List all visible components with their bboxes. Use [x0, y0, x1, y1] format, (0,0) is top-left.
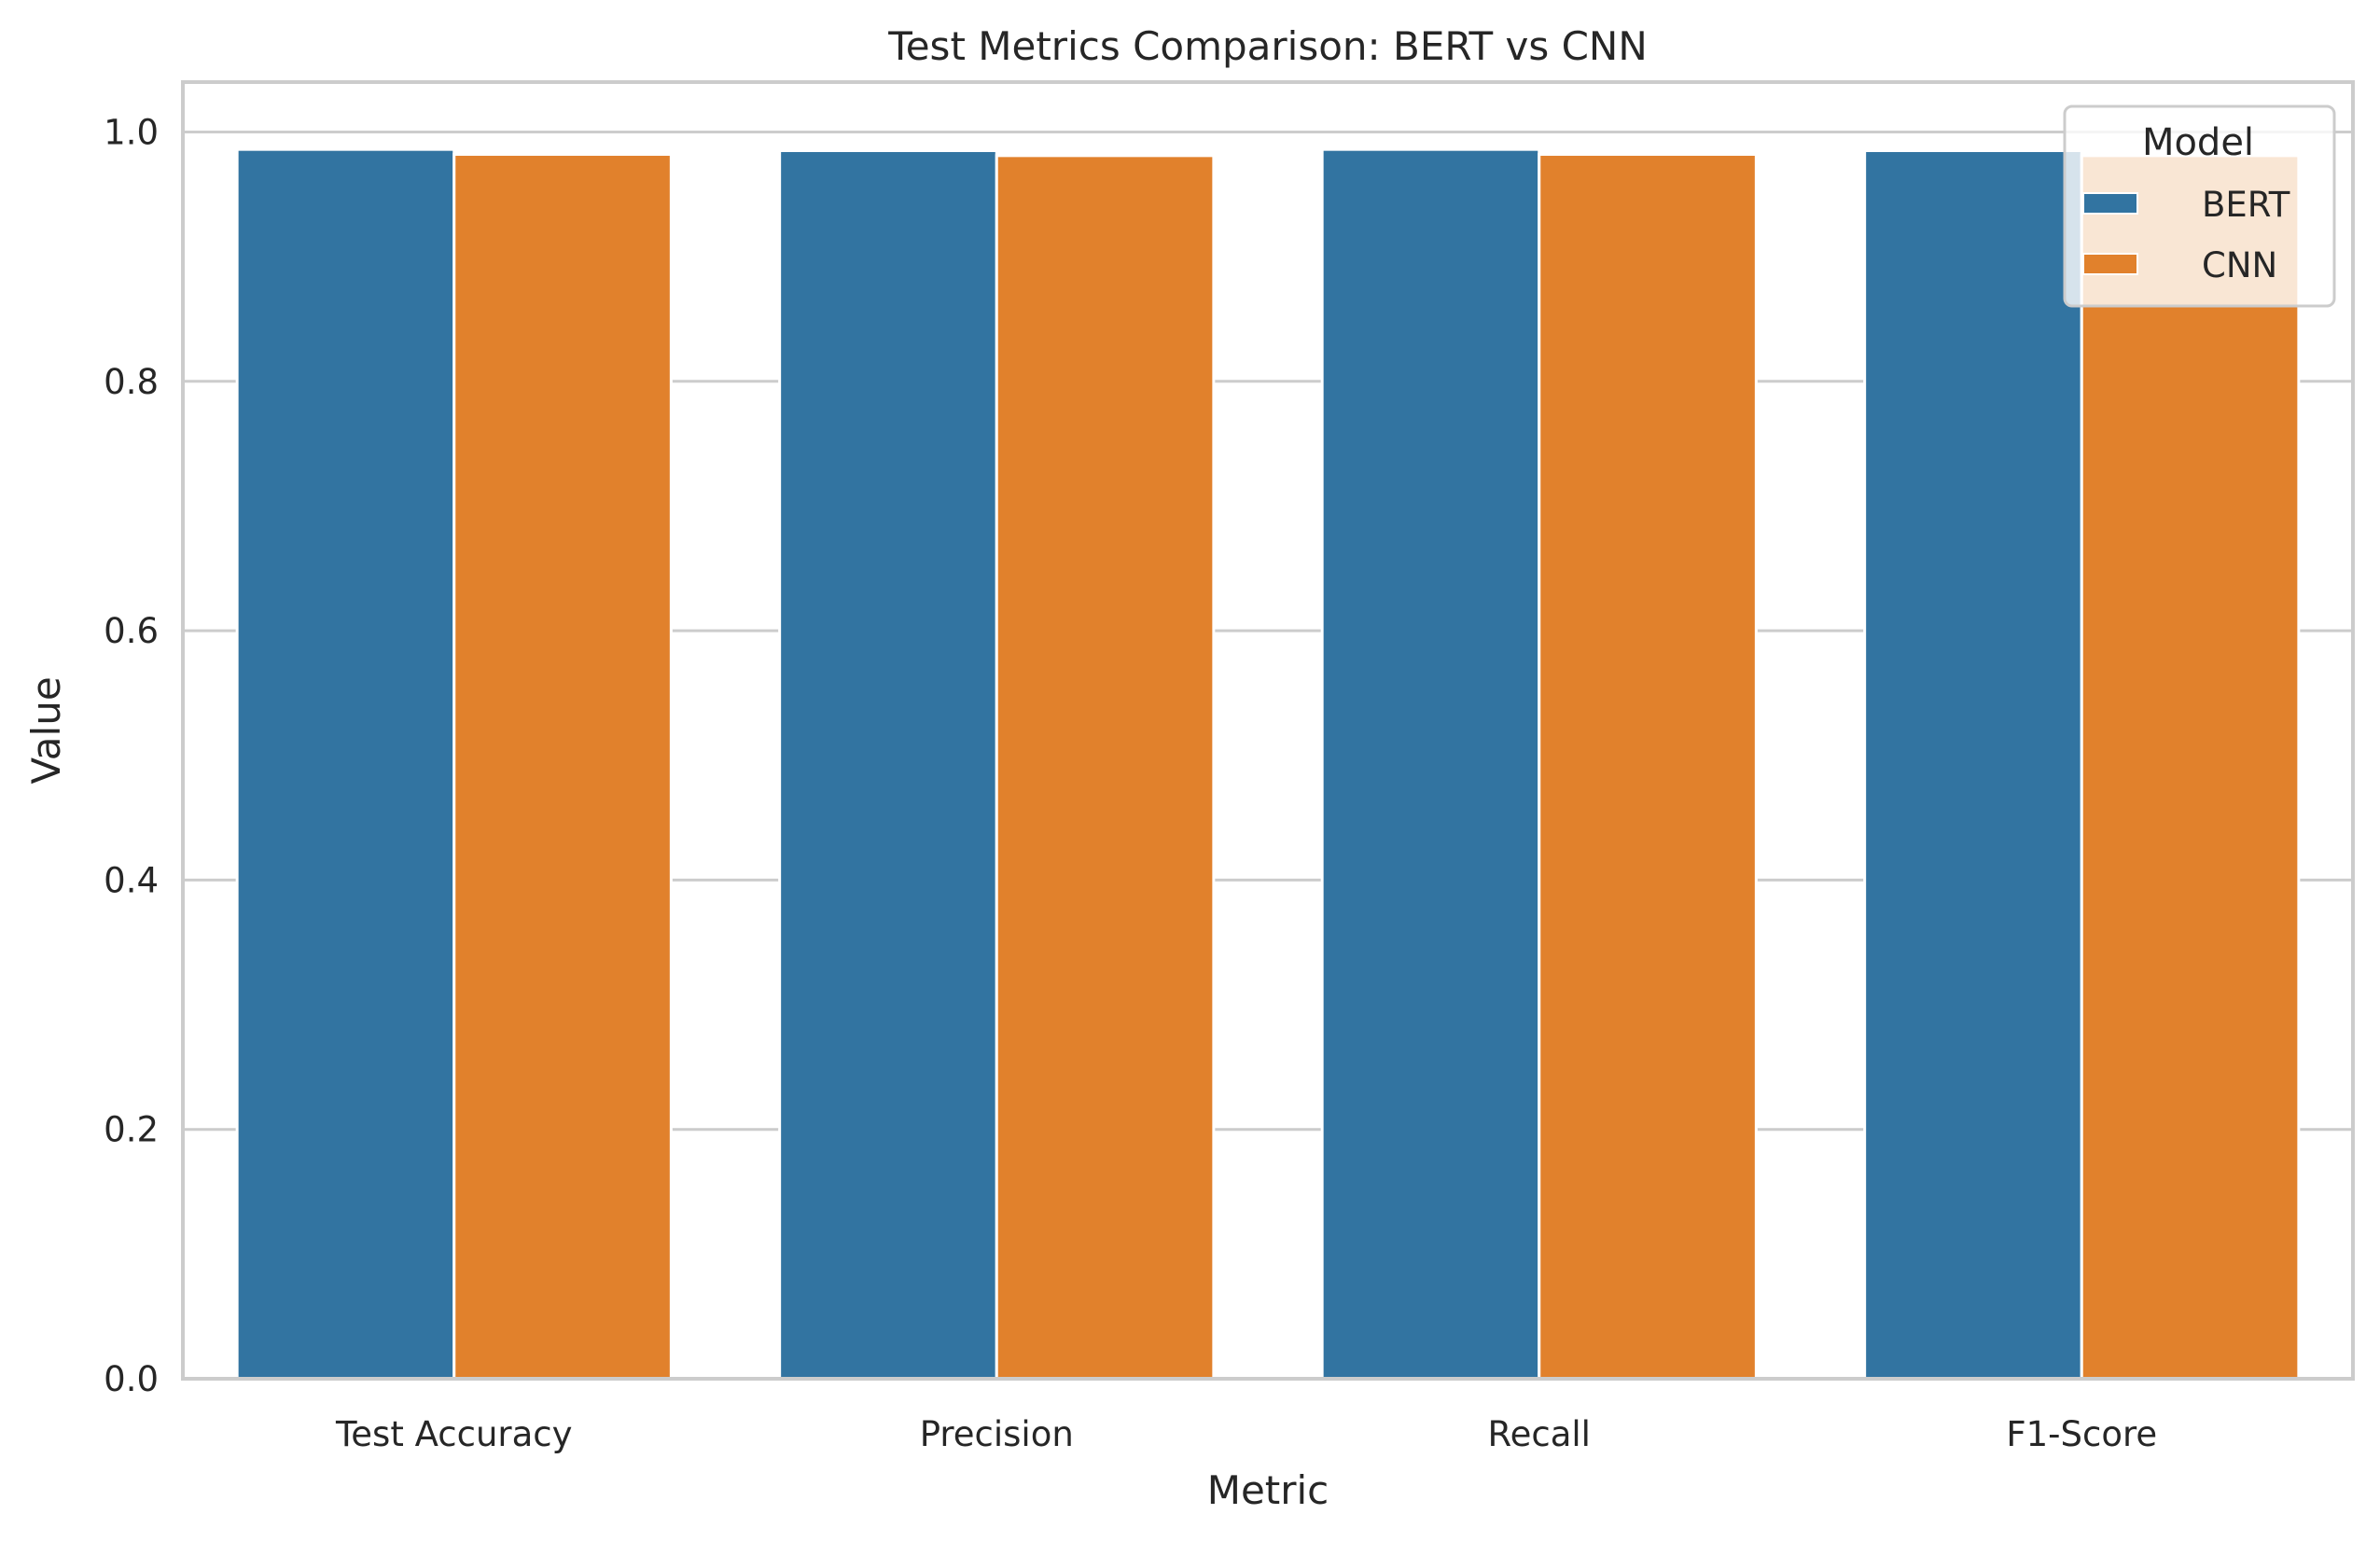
y-tick-label: 0.6 [104, 611, 159, 651]
plot-area-frame [181, 80, 2355, 1381]
bar-cnn-f1-score [2080, 154, 2301, 1381]
y-tick-label: 0.8 [104, 362, 159, 402]
legend-swatch-bert [2082, 192, 2138, 215]
x-axis-label: Metric [1207, 1467, 1329, 1513]
legend-title: Model [2142, 121, 2254, 164]
y-tick-label: 0.2 [104, 1110, 159, 1150]
y-tick-label: 0.0 [104, 1359, 159, 1399]
y-tick-label: 1.0 [104, 112, 159, 152]
y-axis-ticks: 0.0 0.2 0.4 0.6 0.8 1.0 [104, 112, 159, 1399]
bar-bert-precision [778, 149, 998, 1381]
bar-cnn-test-accuracy [452, 153, 673, 1381]
legend-label-bert: BERT [2202, 185, 2290, 225]
x-tick-label: Precision [920, 1414, 1074, 1454]
x-tick-label: Recall [1488, 1414, 1591, 1454]
legend-swatch-cnn [2082, 253, 2138, 275]
x-axis-ticks: Test Accuracy Precision Recall F1-Score [335, 1414, 2157, 1454]
x-tick-label: Test Accuracy [335, 1414, 573, 1454]
x-tick-label: F1-Score [2006, 1414, 2157, 1454]
bar-cnn-recall [1538, 153, 1758, 1381]
legend-label-cnn: CNN [2202, 245, 2277, 285]
bar-cnn-precision [995, 154, 1216, 1381]
y-tick-label: 0.4 [104, 860, 159, 900]
bar-bert-f1-score [1863, 149, 2083, 1381]
bar-bert-test-accuracy [235, 147, 456, 1381]
legend: Model BERT CNN [2063, 104, 2336, 308]
bars [235, 147, 2301, 1381]
bar-bert-recall [1320, 147, 1541, 1381]
y-axis-label: Value [23, 676, 69, 784]
chart-title: Test Metrics Comparison: BERT vs CNN [887, 23, 1648, 69]
